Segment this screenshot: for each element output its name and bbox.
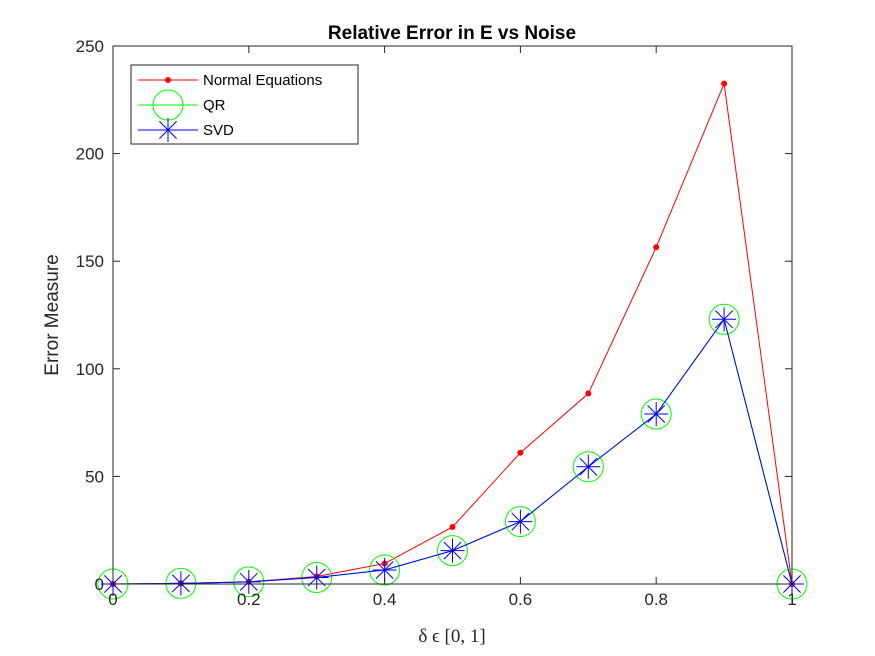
legend-label-normal-equations: Normal Equations xyxy=(203,72,322,89)
data-point-svd-stroke xyxy=(647,404,666,423)
legend-marker-svd-stroke xyxy=(159,121,177,139)
legend-label-svd: SVD xyxy=(203,122,234,139)
chart-title: Relative Error in E vs Noise xyxy=(328,23,576,44)
x-tick-label: 1 xyxy=(787,590,796,609)
y-axis-label: Error Measure xyxy=(42,254,63,375)
legend-marker-svd xyxy=(156,118,180,142)
data-point-svd-stroke xyxy=(171,574,190,593)
data-point-svd-stroke xyxy=(579,457,598,476)
data-point-svd xyxy=(508,509,533,534)
data-point-svd xyxy=(644,401,669,426)
axes-layer: 0 0.2 0.4 0.6 0.8 1 0 50 100 150 200 250 xyxy=(76,37,797,609)
y-tick-label: 50 xyxy=(85,467,104,486)
data-point-qr xyxy=(437,535,468,567)
y-tick-label: 150 xyxy=(76,252,104,271)
axes-box xyxy=(112,45,793,585)
legend: Normal Equations QR SVD xyxy=(130,64,359,145)
data-point-qr xyxy=(369,554,401,586)
data-point-svd-stroke xyxy=(307,568,326,587)
data-point-qr xyxy=(572,451,604,483)
y-tick-label: 100 xyxy=(76,360,104,379)
data-point-svd-stroke xyxy=(511,512,530,531)
data-point-normal-equations xyxy=(517,449,524,456)
data-point-svd-stroke xyxy=(715,310,734,329)
y-tick-label: 0 xyxy=(95,575,104,594)
data-point-normal-equations xyxy=(721,80,728,87)
data-point-qr xyxy=(640,398,672,430)
series-layer xyxy=(97,80,808,600)
data-point-svd xyxy=(712,307,737,332)
legend-marker-normal-equations xyxy=(165,77,171,83)
data-point-svd xyxy=(304,565,329,590)
x-axis-label: δ ϵ [0, 1] xyxy=(418,626,485,647)
x-tick-label: 0.4 xyxy=(373,590,397,609)
data-point-svd-stroke xyxy=(443,541,462,560)
data-point-normal-equations xyxy=(585,390,592,397)
data-point-svd xyxy=(440,538,465,563)
data-point-qr xyxy=(504,506,536,538)
x-tick-label: 0.2 xyxy=(237,590,261,609)
data-point-normal-equations xyxy=(653,244,660,251)
data-point-qr xyxy=(708,303,740,335)
data-point-normal-equations xyxy=(449,523,456,530)
x-tick-label: 0 xyxy=(108,590,117,609)
legend-label-qr: QR xyxy=(203,97,226,114)
y-tick-label: 200 xyxy=(76,145,104,164)
data-point-svd xyxy=(168,571,193,596)
x-tick-label: 0.6 xyxy=(509,590,533,609)
data-point-svd xyxy=(576,454,601,479)
x-tick-label: 0.8 xyxy=(644,590,668,609)
y-tick-label: 250 xyxy=(76,37,104,56)
data-point-svd-stroke xyxy=(375,561,394,580)
data-point-qr xyxy=(301,562,333,594)
